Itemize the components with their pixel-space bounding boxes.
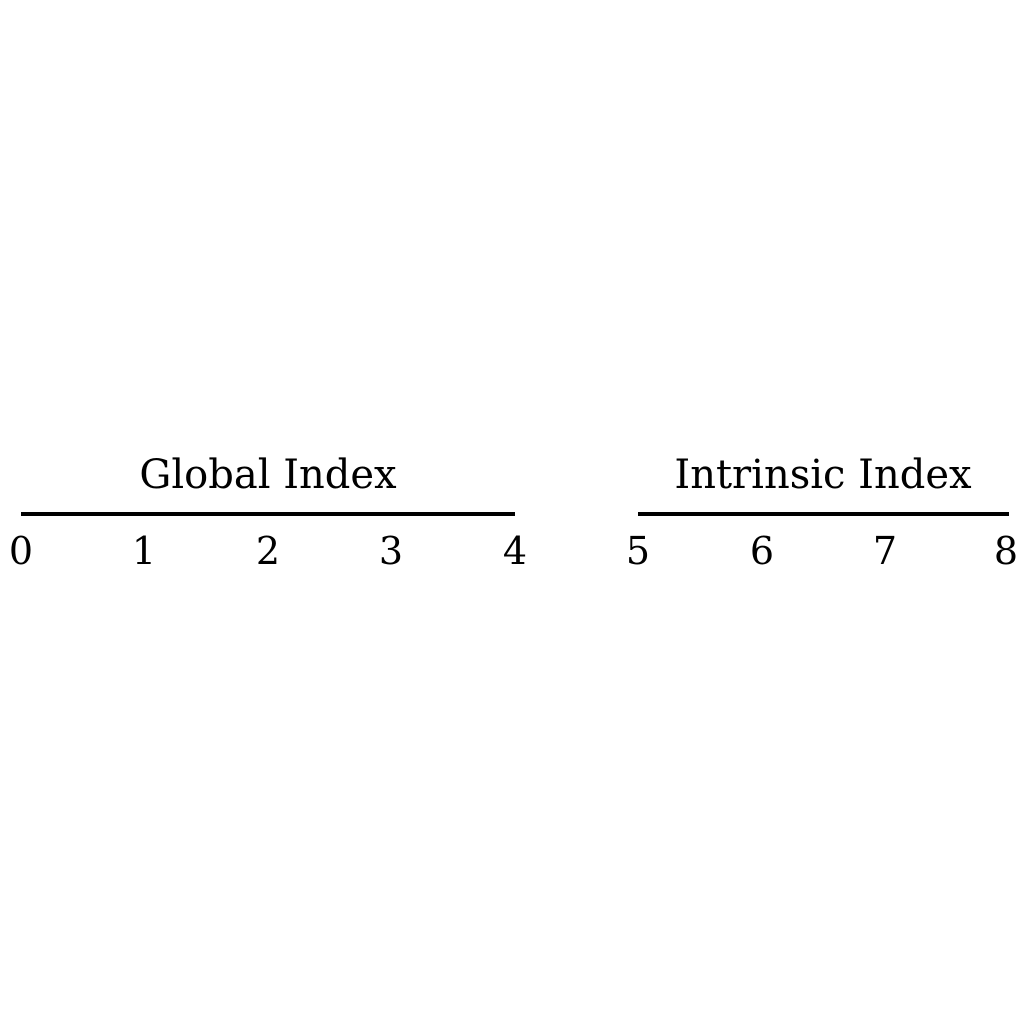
intrinsic-index-label: Intrinsic Index [674,452,972,498]
global-index-group: Global Index 0 1 2 3 4 [9,452,527,573]
index-label-6: 6 [750,529,774,573]
intrinsic-index-group: Intrinsic Index 5 6 7 8 [626,452,1018,573]
index-label-4: 4 [503,529,527,573]
index-label-1: 1 [132,529,156,573]
index-label-3: 3 [379,529,403,573]
global-index-label: Global Index [139,452,397,498]
index-label-2: 2 [256,529,280,573]
index-label-8: 8 [994,529,1018,573]
index-label-0: 0 [9,529,33,573]
index-label-5: 5 [626,529,650,573]
index-label-7: 7 [873,529,897,573]
